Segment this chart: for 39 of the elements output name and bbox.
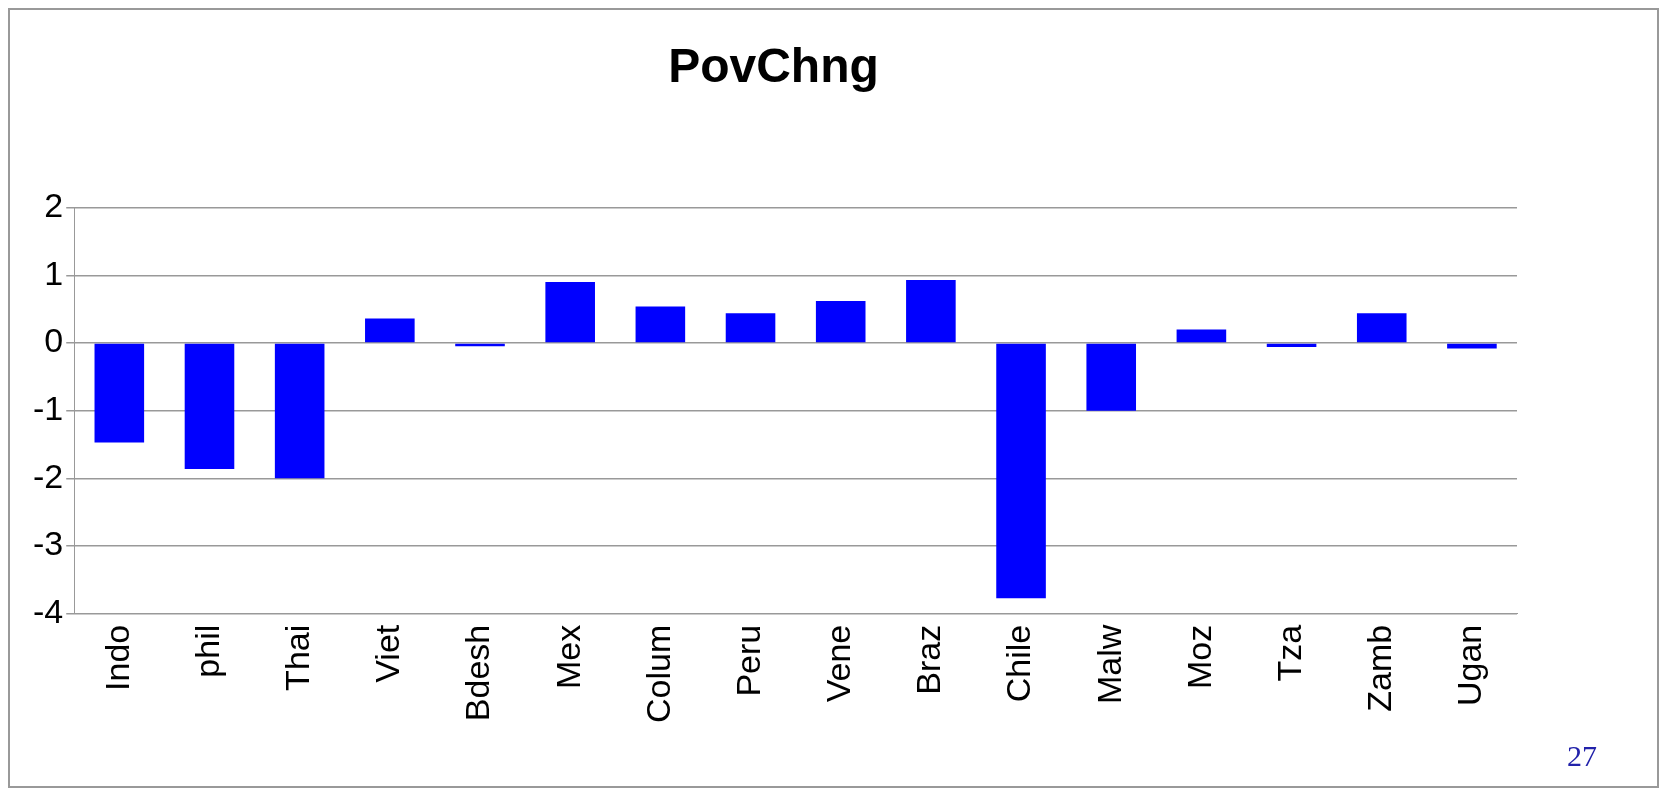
x-tick-label: Zamb [1360, 624, 1399, 712]
x-tick-label: Viet [368, 624, 407, 683]
x-tick-label: Vene [819, 624, 858, 703]
bar [906, 280, 956, 343]
bar [635, 306, 686, 343]
chart-title: PovChng [668, 39, 879, 93]
bar [1086, 343, 1137, 411]
y-tick-label: 1 [44, 253, 64, 292]
x-tick-label: Braz [909, 624, 948, 695]
x-tick-label: Ugan [1450, 624, 1489, 707]
bar [996, 343, 1046, 599]
bar [274, 343, 325, 479]
bar [545, 282, 595, 343]
bar [725, 313, 776, 343]
x-tick-label: Moz [1179, 624, 1218, 689]
y-tick-label: -3 [33, 524, 64, 563]
y-tick-label: 2 [44, 185, 64, 224]
bar [365, 318, 415, 343]
x-tick-label: Colum [638, 624, 677, 723]
x-tick-label: Thai [278, 624, 317, 691]
x-tick-label: Malw [1089, 624, 1128, 705]
x-tick-label: Chile [999, 624, 1038, 703]
x-tick-label: Indo [97, 624, 136, 691]
y-tick-label: -2 [33, 456, 64, 495]
bar [815, 301, 866, 343]
bar [1266, 343, 1317, 348]
y-tick-label: 0 [44, 321, 64, 360]
bar [94, 343, 145, 443]
bar [1356, 313, 1407, 343]
x-tick-label: phil [187, 624, 226, 678]
y-tick-label: -1 [33, 389, 64, 428]
bar [184, 343, 235, 469]
x-tick-label: Tza [1269, 624, 1308, 682]
bar [1176, 329, 1227, 343]
x-tick-label: Bdesh [458, 624, 497, 722]
x-tick-label: Peru [728, 624, 767, 697]
x-tick-label: Mex [548, 624, 587, 689]
y-tick-label: -4 [33, 592, 64, 631]
text: 27 [1567, 739, 1597, 772]
